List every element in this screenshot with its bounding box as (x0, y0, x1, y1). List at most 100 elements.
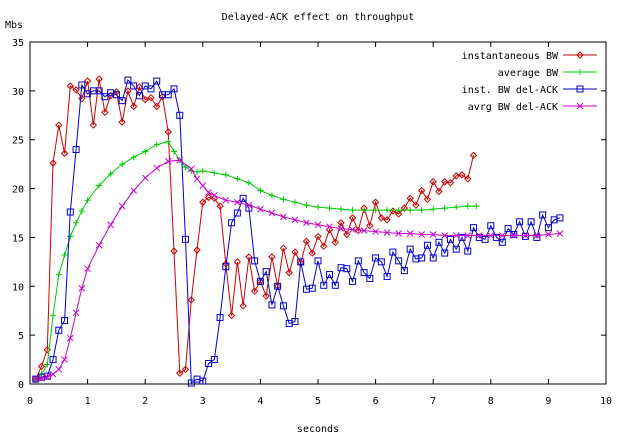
x-tick-label: 1 (85, 396, 91, 407)
legend-label: instantaneous BW (462, 51, 559, 62)
data-point-marker (510, 232, 518, 239)
data-point-marker (280, 196, 287, 203)
data-point-marker (222, 171, 229, 178)
data-point-marker (383, 216, 391, 224)
data-point-marker (493, 233, 501, 241)
data-point-marker (320, 242, 328, 250)
data-point-marker (372, 228, 379, 235)
series-1 (32, 75, 478, 383)
data-point-marker (577, 69, 583, 75)
data-point-marker (326, 205, 333, 212)
data-point-marker (239, 302, 247, 310)
data-point-marker (118, 97, 126, 105)
data-point-marker (37, 362, 46, 371)
data-point-marker (233, 258, 242, 266)
data-point-marker (435, 238, 443, 246)
data-point-marker (280, 213, 287, 221)
data-point-marker (521, 232, 529, 240)
data-point-marker (95, 75, 103, 83)
data-point-marker (372, 254, 380, 262)
data-point-marker (395, 207, 402, 214)
data-point-marker (417, 186, 426, 195)
data-point-marker (274, 282, 282, 290)
data-point-marker (539, 211, 547, 219)
data-point-marker (142, 148, 149, 155)
data-point-marker (49, 159, 57, 167)
data-point-marker (153, 164, 161, 172)
data-point-marker (481, 235, 489, 243)
data-point-marker (527, 218, 535, 226)
data-point-marker (418, 207, 425, 214)
data-point-marker (441, 178, 449, 186)
data-point-marker (545, 231, 552, 238)
data-point-marker (182, 235, 190, 243)
data-point-marker (96, 182, 103, 189)
data-point-marker (199, 377, 207, 385)
data-point-marker (78, 94, 86, 103)
data-point-marker (119, 161, 126, 168)
data-point-marker (268, 192, 275, 199)
data-point-marker (464, 203, 471, 210)
data-point-marker (331, 281, 339, 289)
data-point-marker (371, 198, 380, 206)
data-point-marker (453, 204, 460, 211)
data-point-marker (32, 375, 40, 383)
data-point-marker (205, 189, 212, 196)
legend-label: average BW (498, 68, 559, 79)
data-point-marker (89, 121, 98, 129)
data-point-marker (498, 238, 506, 246)
data-point-marker (389, 248, 397, 256)
axis-ticks: 0 1 2 3 4 5 6 7 8 9 10 0 5 10 15 20 25 30 35 (12, 38, 612, 407)
data-point-marker (354, 257, 362, 265)
data-point-marker (320, 281, 328, 289)
data-point-marker (147, 85, 155, 93)
data-point-marker (349, 277, 357, 285)
data-point-marker (66, 208, 74, 216)
data-point-marker (315, 204, 321, 211)
data-point-marker (464, 175, 472, 183)
data-point-marker (268, 209, 276, 217)
data-point-marker (84, 197, 91, 204)
data-point-marker (343, 230, 351, 239)
data-point-marker (473, 203, 480, 210)
chart-title: Delayed-ACK effect on throughput (222, 12, 415, 23)
data-point-marker (60, 149, 69, 158)
y-tick-label: 15 (12, 233, 24, 244)
data-point-marker (469, 151, 478, 160)
data-point-marker (216, 314, 224, 322)
y-tick-label: 10 (12, 282, 24, 293)
data-point-marker (176, 369, 184, 377)
data-point-marker (349, 207, 356, 214)
data-point-marker (464, 232, 472, 239)
data-point-marker (61, 316, 69, 324)
data-point-marker (314, 221, 322, 229)
data-point-marker (279, 244, 288, 252)
data-point-marker (61, 356, 68, 363)
data-point-marker (487, 232, 495, 239)
data-point-marker (171, 148, 177, 155)
data-point-marker (176, 156, 184, 164)
series-3 (32, 76, 564, 387)
data-point-marker (118, 118, 126, 126)
data-point-marker (124, 76, 132, 84)
data-point-marker (234, 198, 241, 206)
series-line (35, 79, 474, 380)
data-point-marker (406, 245, 414, 253)
data-point-marker (384, 207, 391, 214)
data-point-marker (141, 95, 149, 104)
data-point-marker (576, 51, 584, 59)
data-point-marker (430, 206, 437, 213)
series-line (35, 141, 477, 380)
data-point-marker (576, 102, 584, 110)
legend-label: inst. BW del-ACK (462, 85, 558, 96)
data-point-marker (245, 179, 252, 186)
data-point-marker (216, 202, 224, 210)
data-point-marker (308, 284, 316, 292)
data-point-marker (377, 214, 386, 222)
data-point-marker (423, 241, 431, 249)
data-point-marker (291, 216, 299, 224)
data-point-marker (135, 83, 144, 91)
data-point-marker (72, 309, 80, 317)
data-point-marker (83, 77, 92, 85)
data-point-marker (176, 111, 184, 119)
